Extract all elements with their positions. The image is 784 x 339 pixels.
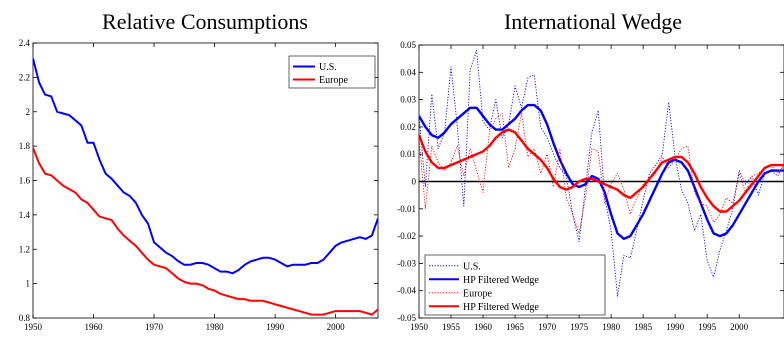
series-line-1 [419, 50, 784, 297]
y-tick-label: -0.04 [397, 286, 416, 296]
legend-label: Europe [319, 75, 348, 86]
x-tick-label: 1950 [24, 322, 43, 332]
x-tick-label: 1955 [442, 322, 461, 332]
legend-box [424, 254, 606, 316]
x-tick-label: 2000 [327, 322, 346, 332]
x-tick-label: 1965 [506, 322, 525, 332]
y-tick-label: 1.2 [19, 244, 30, 254]
y-tick-label: 0.04 [400, 67, 416, 77]
y-tick-label: 1.6 [19, 176, 31, 186]
y-tick-label: 1 [26, 279, 31, 289]
series-line-2 [33, 147, 378, 316]
legend-label: Europe [463, 288, 492, 299]
y-tick-label: -0.01 [397, 204, 416, 214]
chart-2: International Wedge -0.05 -0.04 -0.03 -0.02 -… [397, 9, 784, 332]
x-tick-label: 1950 [410, 322, 429, 332]
y-tick-label: 1.4 [19, 210, 31, 220]
y-tick-label: 0.01 [400, 149, 416, 159]
y-tick-label: 0.8 [19, 313, 31, 323]
chart-title: International Wedge [504, 9, 682, 34]
y-tick-label: 0.05 [400, 40, 416, 50]
y-tick-label: 2 [26, 107, 31, 117]
y-tick-label: -0.02 [397, 231, 416, 241]
x-tick-label: 1990 [266, 322, 285, 332]
x-tick-label: 1960 [85, 322, 104, 332]
legend-label: U.S. [319, 62, 337, 73]
chart-1: Relative Consumptions 0.8 1 1.2 1.4 1.6 1.8 2 2.… [19, 9, 379, 332]
x-tick-label: 1995 [698, 322, 717, 332]
legend-label: HP Filtered Wedge [463, 302, 539, 313]
x-tick-label: 1960 [474, 322, 493, 332]
y-tick-label: -0.03 [397, 258, 416, 268]
x-tick-label: 2000 [730, 322, 749, 332]
x-tick-label: 1980 [206, 322, 225, 332]
x-tick-label: 1985 [634, 322, 653, 332]
legend-box [288, 55, 376, 89]
y-tick-label: 1.8 [19, 141, 31, 151]
x-tick-label: 1980 [602, 322, 621, 332]
y-tick-label: 2.4 [19, 38, 31, 48]
y-tick-label: 0.03 [400, 95, 416, 105]
chart-title: Relative Consumptions [102, 9, 308, 34]
y-tick-label: -0.05 [397, 313, 416, 323]
x-tick-label: 1975 [570, 322, 589, 332]
y-tick-label: 0 [412, 177, 417, 187]
x-tick-label: 1970 [145, 322, 164, 332]
series-line-4 [419, 128, 784, 213]
y-tick-label: 0.02 [400, 122, 416, 132]
legend-label: U.S. [463, 261, 481, 272]
series-line-1 [33, 58, 378, 275]
series-line-2 [419, 103, 784, 241]
y-tick-label: 2.2 [19, 72, 30, 82]
x-tick-label: 1970 [538, 322, 557, 332]
series-line-3 [419, 112, 784, 234]
x-tick-label: 1990 [666, 322, 685, 332]
legend-label: HP Filtered Wedge [463, 275, 539, 286]
